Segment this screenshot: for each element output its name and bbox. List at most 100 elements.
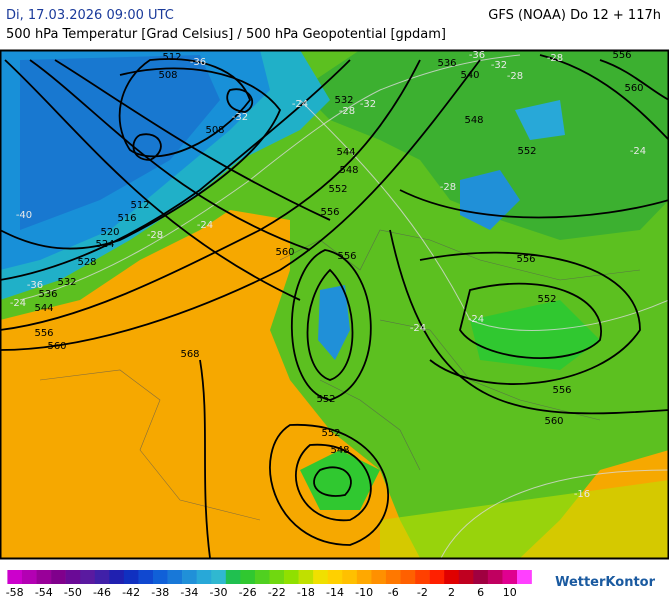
contour-label: 536: [437, 58, 456, 69]
temperature-label: -24: [197, 220, 213, 231]
temperature-label: -28: [339, 106, 355, 117]
colorbar-swatch: [51, 570, 66, 584]
colorbar-swatch: [94, 570, 110, 584]
contour-label: 560: [47, 341, 66, 352]
colorbar-label: -14: [326, 586, 344, 599]
colorbar-swatch: [167, 570, 183, 584]
logo: WetterKontor: [555, 575, 656, 590]
colorbar-swatch: [225, 570, 241, 584]
colorbar-swatch: [269, 570, 285, 584]
contour-label: 556: [34, 328, 53, 339]
contour-label: 532: [334, 95, 353, 106]
contour-label: 552: [321, 428, 340, 439]
colorbar-label: -54: [35, 586, 53, 599]
contour-label: 548: [339, 165, 358, 176]
colorbar-swatch: [211, 570, 227, 584]
colorbar-swatch: [517, 570, 532, 584]
colorbar-label: -42: [122, 586, 140, 599]
colorbar-swatch: [429, 570, 445, 584]
contour-label: 540: [460, 70, 479, 81]
colorbar-label: -30: [210, 586, 228, 599]
contour-label: 552: [328, 184, 347, 195]
colorbar-swatch: [356, 570, 372, 584]
temperature-label: -24: [292, 99, 308, 110]
contour-label: 536: [38, 289, 57, 300]
temperature-label: -24: [410, 323, 426, 334]
contour-label: 556: [320, 207, 339, 218]
colorbar-swatch: [371, 570, 387, 584]
contour-label: 524: [95, 239, 114, 250]
colorbar-swatch: [109, 570, 125, 584]
temperature-label: -36: [27, 280, 43, 291]
colorbar-swatch: [313, 570, 329, 584]
contour-label: 548: [330, 445, 349, 456]
colorbar-swatch: [327, 570, 343, 584]
colorbar-swatch: [458, 570, 474, 584]
contour-label: 552: [517, 146, 536, 157]
colorbar: -58 -54 -50 -46 -42 -38 -34 -30 -26 -22 -18 -14 -10-…: [6, 570, 532, 599]
colorbar-label: -46: [93, 586, 111, 599]
contour-label: 508: [158, 70, 177, 81]
model-label: GFS (NOAA) Do 12 + 117h: [488, 8, 661, 23]
contour-label: 532: [57, 277, 76, 288]
temperature-label: -24: [468, 314, 484, 325]
temperature-label: -40: [16, 210, 32, 221]
colorbar-label: -58: [6, 586, 24, 599]
colorbar-swatch: [182, 570, 197, 584]
colorbar-swatch: [502, 570, 518, 584]
contour-label: 512: [130, 200, 149, 211]
colorbar-swatch: [7, 570, 23, 584]
contour-label: 560: [624, 83, 643, 94]
colorbar-swatch: [415, 570, 430, 584]
colorbar-label: -26: [239, 586, 257, 599]
contour-label: 544: [34, 303, 53, 314]
temperature-label: -28: [440, 182, 456, 193]
contour-label: 508: [205, 125, 224, 136]
colorbar-swatch: [21, 570, 37, 584]
colorbar-swatch: [473, 570, 489, 584]
colorbar-swatch: [400, 570, 416, 584]
contour-label: 556: [337, 251, 356, 262]
contour-label: 516: [117, 213, 136, 224]
colorbar-swatch: [240, 570, 256, 584]
colorbar-label: -38: [151, 586, 169, 599]
temperature-label: -32: [491, 60, 507, 71]
temperature-label: -28: [507, 71, 523, 82]
colorbar-label: -10: [355, 586, 373, 599]
colorbar-label: 6: [477, 586, 484, 599]
contour-label: 548: [464, 115, 483, 126]
colorbar-label: -18: [297, 586, 315, 599]
colorbar-swatch: [138, 570, 154, 584]
contour-label: 512: [162, 52, 181, 63]
colorbar-swatch: [284, 570, 299, 584]
colorbar-swatch: [80, 570, 96, 584]
colorbar-label: 10: [503, 586, 517, 599]
colorbar-label: -2: [417, 586, 428, 599]
colorbar-swatch: [254, 570, 270, 584]
colorbar-label: -50: [64, 586, 82, 599]
temperature-label: -32: [360, 99, 376, 110]
colorbar-swatch: [385, 570, 401, 584]
contour-label: 552: [316, 394, 335, 405]
colorbar-swatch: [36, 570, 52, 584]
contour-label: 528: [77, 257, 96, 268]
colorbar-label: -34: [180, 586, 198, 599]
temperature-label: -24: [630, 146, 646, 157]
temperature-label: -24: [10, 298, 26, 309]
contour-label: 568: [180, 349, 199, 360]
colorbar-swatch: [444, 570, 460, 584]
map: 5125085085125165205245285325365445565605…: [0, 49, 669, 560]
temperature-label: -36: [190, 57, 206, 68]
temperature-label: -32: [232, 112, 248, 123]
contour-label: 560: [275, 247, 294, 258]
temperature-label: -28: [147, 230, 163, 241]
colorbar-swatch: [153, 570, 168, 584]
contour-label: 552: [537, 294, 556, 305]
subtitle: 500 hPa Temperatur [Grad Celsius] / 500 …: [6, 27, 446, 42]
temperature-label: -16: [574, 489, 590, 500]
colorbar-swatch: [123, 570, 139, 584]
colorbar-swatch: [487, 570, 503, 584]
contour-label: 520: [100, 227, 119, 238]
